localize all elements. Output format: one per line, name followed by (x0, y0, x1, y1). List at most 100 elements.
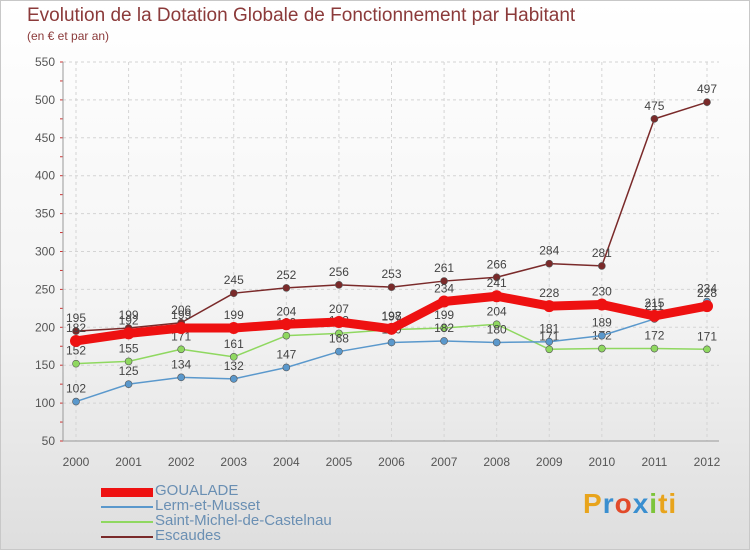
data-label: 172 (644, 329, 664, 343)
y-tick-label: 550 (35, 55, 55, 69)
data-label: 192 (119, 313, 139, 327)
y-tick-label: 350 (35, 207, 55, 221)
data-label: 228 (539, 286, 559, 300)
data-label: 228 (697, 286, 717, 300)
data-label: 234 (434, 282, 454, 296)
data-label: 261 (434, 261, 454, 275)
data-point (229, 289, 238, 297)
proxiti-logo: Proxiti (583, 488, 678, 519)
data-point (72, 397, 80, 406)
data-label: 266 (487, 257, 507, 271)
y-tick-label: 500 (35, 93, 55, 107)
x-tick-label: 2007 (431, 455, 458, 469)
data-point (703, 345, 711, 354)
y-tick-label: 50 (42, 434, 56, 448)
legend-swatch (101, 521, 153, 523)
data-label: 204 (276, 304, 296, 318)
data-label: 204 (487, 304, 507, 318)
data-point (72, 359, 80, 368)
data-label: 171 (697, 329, 717, 343)
legend-label: Lerm-et-Musset (155, 497, 261, 514)
data-label: 475 (644, 99, 664, 113)
data-point (229, 375, 238, 383)
data-label: 189 (592, 316, 612, 330)
data-point (227, 322, 240, 335)
data-point (385, 322, 398, 335)
legend-label: Escaudes (155, 527, 221, 544)
x-tick-label: 2004 (273, 455, 300, 469)
data-point (175, 322, 188, 335)
data-label: 182 (66, 321, 86, 335)
x-tick-label: 2000 (63, 455, 90, 469)
data-point (282, 331, 291, 340)
data-label: 199 (434, 308, 454, 322)
data-point (282, 284, 291, 292)
x-tick-label: 2008 (483, 455, 510, 469)
data-point (492, 320, 501, 329)
data-label: 234 (697, 282, 717, 296)
x-tick-label: 2005 (326, 455, 353, 469)
x-tick-label: 2012 (694, 455, 721, 469)
data-point (280, 318, 293, 331)
data-label: 253 (381, 267, 401, 281)
data-point (440, 324, 448, 332)
data-point (282, 363, 291, 372)
data-point (335, 347, 343, 356)
data-label: 125 (119, 364, 139, 378)
y-tick-label: 150 (35, 358, 55, 372)
data-label: 134 (171, 357, 191, 371)
data-point (335, 329, 343, 338)
data-point (440, 277, 448, 285)
data-label: 161 (224, 337, 244, 351)
legend-label: GOUALADE (155, 482, 239, 499)
data-label: 284 (539, 244, 559, 258)
chart-title: Evolution de la Dotation Globale de Fonc… (27, 5, 576, 26)
data-point (598, 331, 606, 340)
data-label: 147 (276, 347, 296, 361)
x-tick-label: 2001 (115, 455, 142, 469)
data-point (598, 344, 606, 353)
chart-subtitle: (en € et par an) (27, 29, 110, 43)
data-label: 199 (119, 308, 139, 322)
data-label: 195 (66, 311, 86, 325)
y-tick-label: 300 (35, 245, 55, 259)
data-point (492, 273, 501, 282)
data-label: 182 (434, 321, 454, 335)
data-label: 207 (329, 302, 349, 316)
y-tick-label: 100 (35, 396, 55, 410)
x-tick-label: 2006 (378, 455, 405, 469)
data-label: 241 (487, 276, 507, 290)
data-point (595, 298, 608, 311)
y-tick-label: 450 (35, 131, 55, 145)
data-point (543, 300, 556, 313)
data-point (545, 337, 554, 346)
data-label: 181 (539, 322, 559, 336)
data-label: 155 (119, 341, 139, 355)
y-tick-label: 200 (35, 320, 55, 334)
data-label: 168 (329, 332, 349, 346)
data-point (122, 327, 135, 340)
data-point (440, 337, 448, 345)
data-label: 102 (66, 382, 86, 396)
data-point (648, 309, 661, 322)
data-label: 256 (329, 265, 349, 279)
data-point (387, 283, 396, 291)
data-label: 211 (645, 299, 664, 313)
data-label: 215 (644, 296, 664, 310)
data-point (387, 338, 396, 347)
y-tick-label: 250 (35, 282, 55, 296)
data-label: 206 (171, 303, 191, 317)
data-label: 199 (224, 308, 244, 322)
data-point (650, 115, 659, 123)
y-tick-label: 400 (35, 169, 55, 183)
data-label: 180 (487, 322, 507, 336)
data-point (124, 357, 133, 366)
data-point (72, 327, 80, 335)
data-point (701, 300, 713, 313)
legend-swatch (101, 536, 153, 538)
x-tick-label: 2002 (168, 455, 195, 469)
x-tick-label: 2011 (642, 455, 668, 469)
data-label: 132 (224, 359, 244, 373)
